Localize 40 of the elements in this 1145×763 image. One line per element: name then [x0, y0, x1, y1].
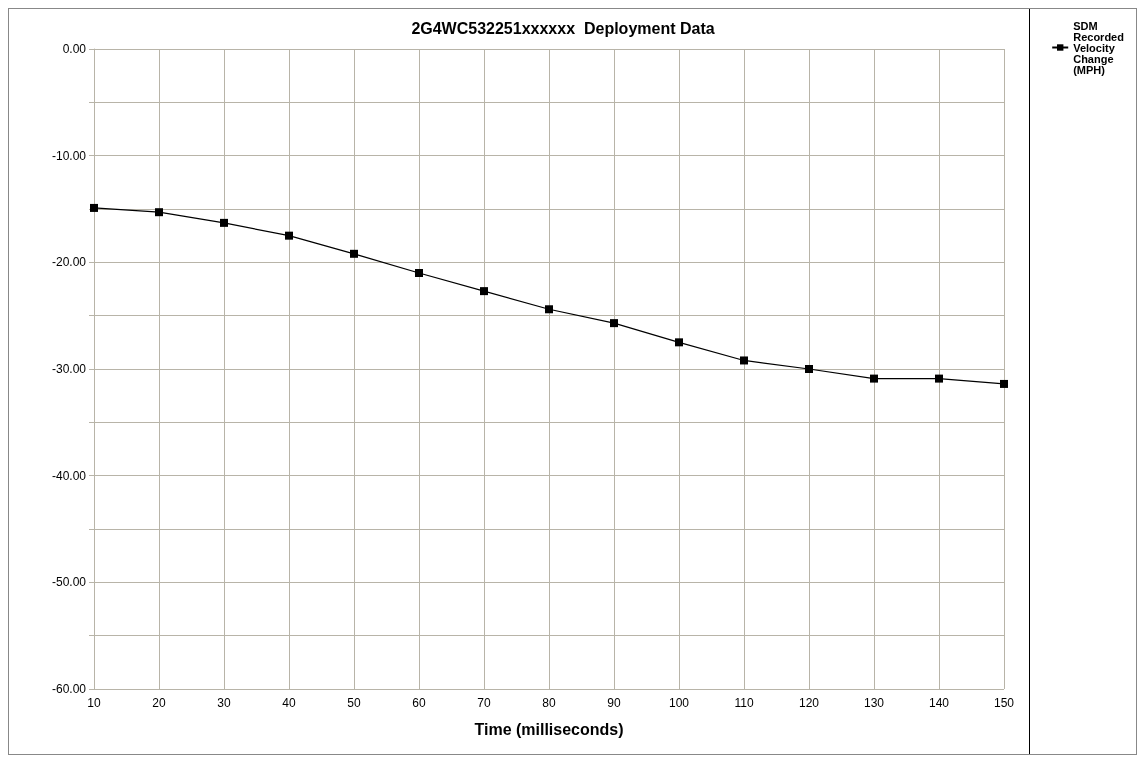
point [740, 356, 748, 365]
x-tick-label: 110 [734, 696, 754, 710]
x-axis-title: Time (milliseconds) [474, 720, 624, 738]
x-tick-label: 130 [863, 696, 885, 710]
x-tick-label: 120 [798, 696, 820, 710]
y-tick-label: -20.00 [51, 255, 87, 270]
point [220, 218, 228, 227]
x-tick-label: 70 [477, 696, 491, 710]
chart-title: 2G4WC532251xxxxxx Deployment Data [411, 19, 715, 37]
y-tick-label: -60.00 [51, 682, 87, 696]
x-tick-label: 90 [607, 696, 621, 710]
point [90, 203, 98, 212]
x-tick-label: 20 [152, 696, 166, 710]
point [675, 338, 683, 347]
legend-label: SDM Recorded Velocity Change (MPH) [1073, 19, 1128, 76]
x-tick-label: 50 [347, 696, 361, 710]
y-tick-label: -10.00 [51, 148, 87, 163]
y-tick-label: 0.00 [62, 42, 87, 56]
x-tick-label: 80 [542, 696, 556, 710]
x-tick-label: 60 [412, 696, 426, 710]
point [285, 231, 293, 240]
point [805, 365, 813, 373]
x-tick-label: 140 [928, 696, 950, 710]
x-tick-label: 30 [217, 696, 231, 710]
x-tick-label: 150 [993, 696, 1015, 710]
point [870, 374, 878, 383]
y-tick-label: -30.00 [51, 362, 87, 376]
point [545, 305, 553, 314]
point [610, 319, 618, 328]
x-tick-label: 10 [87, 696, 101, 710]
point [935, 374, 943, 383]
x-tick-label: 40 [282, 696, 296, 710]
y-tick-label: -50.00 [51, 575, 87, 590]
point [155, 208, 163, 217]
point [480, 287, 488, 296]
point [350, 249, 358, 258]
y-tick-label: -40.00 [51, 468, 87, 483]
point [415, 269, 423, 277]
x-tick-label: 100 [668, 696, 690, 710]
point [1000, 379, 1008, 388]
